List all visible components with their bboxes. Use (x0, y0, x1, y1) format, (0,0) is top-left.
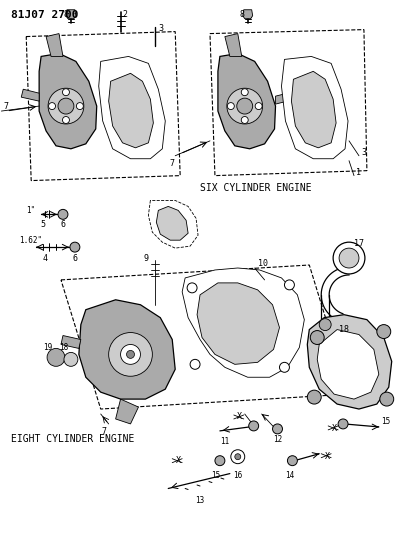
Polygon shape (61, 336, 81, 349)
Polygon shape (218, 53, 275, 149)
Polygon shape (115, 399, 139, 424)
Circle shape (231, 450, 245, 464)
Circle shape (272, 424, 282, 434)
Text: 18: 18 (59, 343, 68, 352)
Polygon shape (291, 71, 336, 148)
Text: 1.62": 1.62" (19, 236, 42, 245)
Circle shape (307, 390, 321, 404)
Polygon shape (275, 92, 291, 104)
Circle shape (58, 209, 68, 219)
Polygon shape (99, 56, 165, 159)
Circle shape (237, 98, 253, 114)
Polygon shape (243, 10, 253, 19)
Circle shape (255, 103, 262, 110)
Polygon shape (197, 283, 279, 365)
Text: 3: 3 (361, 148, 366, 157)
Text: 4: 4 (43, 254, 48, 263)
Circle shape (380, 392, 394, 406)
Text: 13: 13 (195, 496, 205, 505)
Circle shape (215, 456, 225, 466)
Circle shape (120, 344, 141, 365)
Polygon shape (148, 200, 198, 248)
Text: SIX CYLINDER ENGINE: SIX CYLINDER ENGINE (200, 183, 312, 192)
Text: 6: 6 (60, 220, 65, 229)
Text: 2: 2 (122, 10, 127, 19)
Circle shape (249, 421, 259, 431)
Text: 17: 17 (354, 239, 364, 248)
Circle shape (48, 88, 84, 124)
Circle shape (62, 88, 69, 95)
Text: 6: 6 (72, 254, 77, 263)
Text: 11: 11 (220, 437, 229, 446)
Text: X: X (175, 456, 181, 465)
Text: 1": 1" (26, 206, 35, 215)
Text: 8: 8 (64, 10, 69, 19)
Circle shape (279, 362, 289, 372)
Text: 8: 8 (240, 10, 245, 19)
Polygon shape (307, 314, 392, 409)
Polygon shape (282, 56, 348, 159)
Polygon shape (46, 34, 63, 56)
Circle shape (235, 454, 241, 459)
Circle shape (377, 325, 391, 338)
Circle shape (338, 419, 348, 429)
Polygon shape (39, 53, 97, 149)
Polygon shape (66, 10, 76, 19)
Circle shape (190, 359, 200, 369)
Circle shape (339, 248, 359, 268)
Polygon shape (21, 89, 39, 101)
Circle shape (319, 319, 331, 330)
Text: 12: 12 (274, 435, 283, 444)
Circle shape (284, 280, 294, 290)
Circle shape (62, 117, 69, 124)
Text: 7: 7 (170, 159, 175, 168)
Text: 19: 19 (43, 343, 52, 352)
Text: 10: 10 (258, 259, 268, 268)
Circle shape (109, 333, 152, 376)
Text: 7: 7 (101, 427, 106, 436)
Polygon shape (317, 329, 379, 399)
Text: 81J07 2700: 81J07 2700 (12, 10, 79, 20)
Text: EIGHT CYLINDER ENGINE: EIGHT CYLINDER ENGINE (12, 434, 135, 444)
Circle shape (310, 330, 324, 344)
Text: X: X (237, 413, 242, 422)
Text: 14: 14 (285, 471, 294, 480)
Circle shape (241, 88, 248, 95)
Text: 18: 18 (339, 325, 349, 334)
Circle shape (76, 103, 83, 110)
Text: 3: 3 (158, 23, 163, 33)
Circle shape (287, 456, 298, 466)
Polygon shape (182, 268, 304, 377)
Circle shape (58, 98, 74, 114)
Circle shape (333, 242, 365, 274)
Circle shape (64, 352, 78, 366)
Text: 16: 16 (233, 471, 242, 480)
Circle shape (227, 103, 234, 110)
Polygon shape (79, 300, 175, 399)
Polygon shape (109, 74, 153, 148)
Text: 15: 15 (211, 471, 221, 480)
Text: 9: 9 (143, 254, 148, 263)
Polygon shape (156, 206, 188, 240)
Circle shape (47, 349, 65, 366)
Circle shape (241, 117, 248, 124)
Text: 1: 1 (356, 168, 361, 177)
Text: 15: 15 (381, 417, 390, 426)
Circle shape (48, 103, 55, 110)
Polygon shape (225, 34, 242, 56)
Circle shape (227, 88, 263, 124)
Circle shape (127, 350, 134, 358)
Text: 5: 5 (41, 220, 46, 229)
Circle shape (187, 283, 197, 293)
Text: X: X (332, 424, 337, 433)
Text: X: X (325, 452, 330, 461)
Circle shape (70, 242, 80, 252)
Text: 7: 7 (3, 102, 8, 110)
